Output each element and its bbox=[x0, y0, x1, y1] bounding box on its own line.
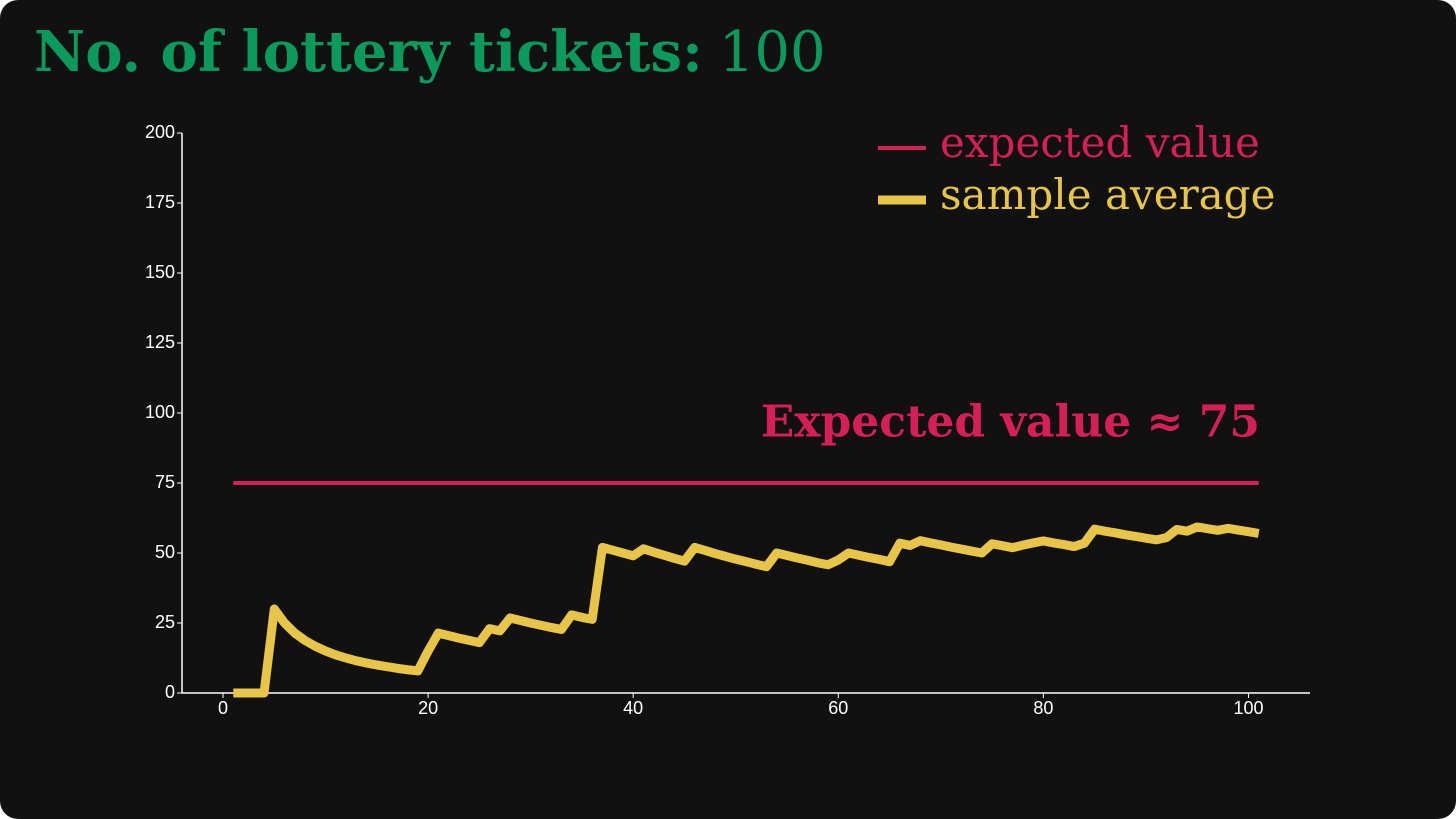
y-tick-label: 0 bbox=[165, 682, 175, 702]
y-tick-label: 100 bbox=[145, 402, 175, 422]
x-tick-label: 20 bbox=[418, 698, 438, 718]
x-tick-label: 40 bbox=[623, 698, 643, 718]
title-value: 100 bbox=[719, 20, 826, 85]
x-tick-label: 80 bbox=[1033, 698, 1053, 718]
y-tick-label: 125 bbox=[145, 332, 175, 352]
x-tick-label: 0 bbox=[218, 698, 228, 718]
y-tick-label: 200 bbox=[145, 122, 175, 142]
y-tick-label: 75 bbox=[155, 472, 175, 492]
y-tick-label: 150 bbox=[145, 262, 175, 282]
legend-label: expected value bbox=[940, 118, 1260, 167]
legend-label: sample average bbox=[940, 170, 1275, 219]
chart-title: No. of lottery tickets: 100 bbox=[34, 19, 826, 85]
title-text: No. of lottery tickets: bbox=[34, 19, 703, 85]
y-tick-label: 25 bbox=[155, 612, 175, 632]
y-tick-label: 175 bbox=[145, 192, 175, 212]
y-tick-label: 50 bbox=[155, 542, 175, 562]
annotation: Expected value ≈ 75 bbox=[761, 397, 1260, 448]
x-tick-label: 100 bbox=[1233, 698, 1263, 718]
line-series bbox=[233, 522, 1260, 698]
x-tick-label: 60 bbox=[828, 698, 848, 718]
